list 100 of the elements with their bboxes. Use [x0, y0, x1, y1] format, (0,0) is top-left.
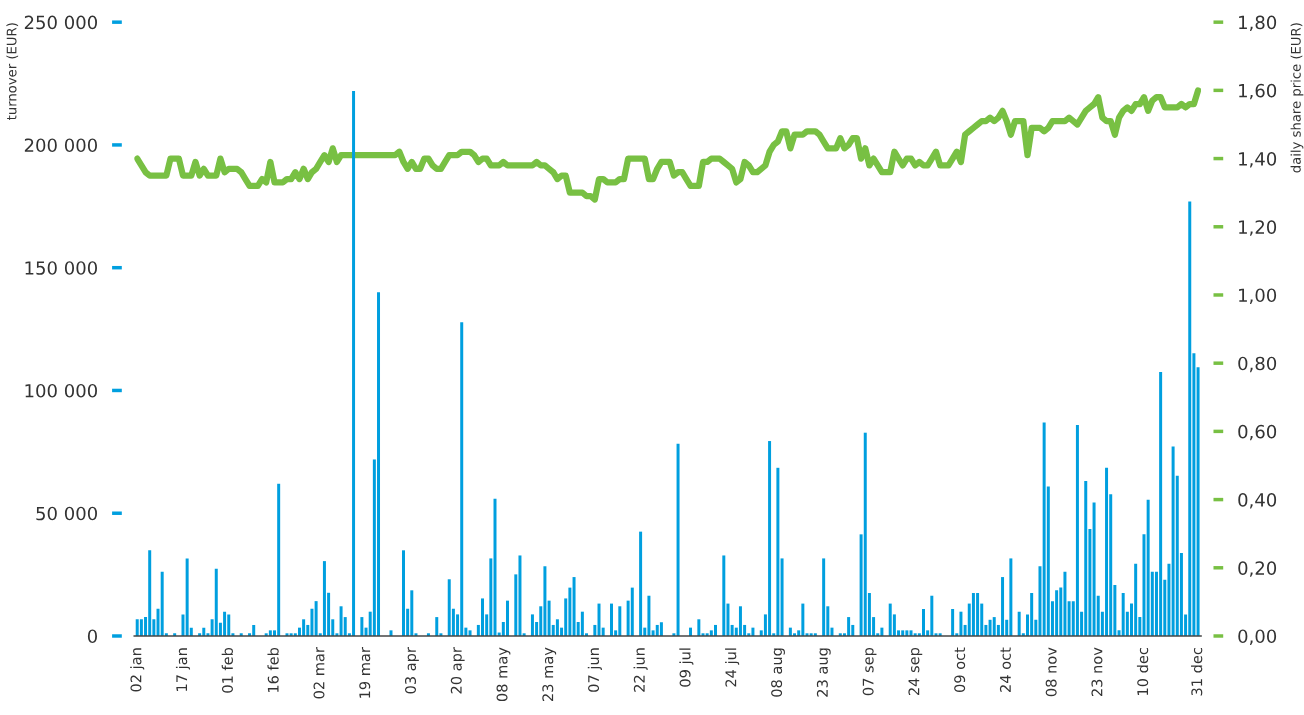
bar — [252, 624, 256, 636]
bar — [1067, 601, 1071, 636]
bar — [1167, 563, 1171, 636]
bar — [1009, 558, 1013, 636]
bar — [481, 598, 485, 636]
bar — [630, 587, 634, 636]
bar — [322, 561, 326, 636]
bar — [543, 566, 547, 636]
x-tick-label: 24 sep — [908, 647, 923, 696]
x-tick-label: 31 dec — [1191, 648, 1203, 696]
bar — [489, 558, 493, 636]
bar — [676, 443, 680, 636]
bar — [1105, 467, 1109, 636]
y2-tick-label: 1,00 — [1239, 288, 1277, 304]
bar — [976, 593, 980, 636]
bar — [1038, 566, 1042, 636]
x-tick-label: 03 apr — [405, 647, 419, 694]
x-tick-label: 22 jun — [633, 648, 648, 692]
x-tick-label: 08 nov — [1045, 647, 1057, 697]
bar — [352, 90, 356, 636]
bar — [988, 619, 992, 636]
bar — [518, 555, 522, 636]
bar — [1121, 593, 1125, 636]
bar — [310, 608, 314, 636]
bar — [697, 619, 701, 636]
x-tick-label: 02 mar — [313, 647, 325, 699]
y-tick-label: 50 000 — [36, 506, 97, 521]
x-tick-label: 16 feb — [267, 647, 279, 693]
bar — [1084, 481, 1088, 636]
bar — [847, 617, 851, 636]
bar — [1042, 422, 1046, 636]
bar — [1159, 372, 1163, 636]
bar — [930, 595, 934, 636]
bar — [302, 619, 306, 636]
bar — [1075, 425, 1079, 636]
y-tick-label: 250 000 — [24, 15, 97, 30]
y2-tick-label: 1,40 — [1239, 152, 1277, 168]
bar — [1055, 590, 1059, 636]
x-tick-label: 09 oct — [954, 647, 966, 692]
y-tick-label: 150 000 — [25, 261, 97, 275]
bar — [1001, 577, 1005, 636]
bar — [160, 571, 164, 636]
bar — [922, 608, 925, 636]
bar — [768, 441, 772, 636]
bar — [1171, 446, 1175, 636]
bar — [618, 606, 622, 636]
x-tick-label: 07 jun — [587, 648, 602, 692]
bar — [659, 622, 663, 636]
bar — [801, 603, 805, 636]
bar — [377, 292, 381, 636]
x-tick-label: 08 aug — [771, 648, 785, 697]
x-tick-label: 07 sep — [862, 647, 877, 696]
bar — [460, 322, 464, 636]
y2-axis-title: daily share price (EUR) — [1290, 23, 1304, 173]
y2-tick-label: 0,20 — [1238, 561, 1277, 577]
x-tick-label: 23 may — [542, 647, 557, 701]
bar — [401, 550, 405, 636]
bar — [992, 617, 996, 636]
bar — [435, 617, 439, 636]
bar — [647, 595, 651, 636]
bar — [139, 619, 143, 636]
bar — [1142, 534, 1146, 636]
bar — [959, 611, 963, 636]
x-tick-label: 17 jan — [175, 648, 191, 691]
bar — [547, 600, 551, 636]
y2-tick-label: 1,80 — [1239, 15, 1277, 32]
y-tick-label: 0 — [87, 629, 97, 644]
bar — [822, 558, 826, 636]
bar — [314, 601, 318, 636]
bar — [555, 619, 559, 636]
bar — [971, 593, 975, 636]
bar — [135, 619, 139, 636]
bar — [722, 555, 726, 636]
bar — [863, 432, 867, 636]
y2-tick-label: 0,00 — [1238, 629, 1277, 645]
bar — [597, 603, 601, 636]
y2-tick-label: 0,40 — [1238, 493, 1277, 509]
x-tick-label: 23 aug — [816, 648, 831, 697]
bar — [1092, 502, 1096, 636]
y-axis-title: turnover (EUR) — [6, 23, 19, 120]
x-tick-label: 08 may — [496, 647, 511, 702]
bar — [888, 603, 892, 636]
x-tick-label: 24 jul — [725, 648, 740, 687]
bar — [655, 624, 659, 636]
bar — [738, 606, 742, 636]
bar — [1134, 563, 1138, 636]
x-tick-label: 10 dec — [1136, 648, 1149, 695]
bar — [214, 568, 218, 636]
x-tick-label: 01 feb — [221, 647, 233, 693]
y-tick-label: 200 000 — [24, 138, 97, 153]
bar — [568, 587, 572, 636]
bar — [713, 624, 717, 636]
bar — [1196, 367, 1200, 636]
bar — [181, 614, 185, 636]
bar — [339, 606, 343, 636]
bar — [730, 624, 734, 636]
bar — [227, 614, 231, 636]
x-tick-label: 24 oct — [999, 647, 1011, 692]
bar — [277, 483, 281, 636]
y2-tick-label: 1,60 — [1239, 83, 1277, 100]
